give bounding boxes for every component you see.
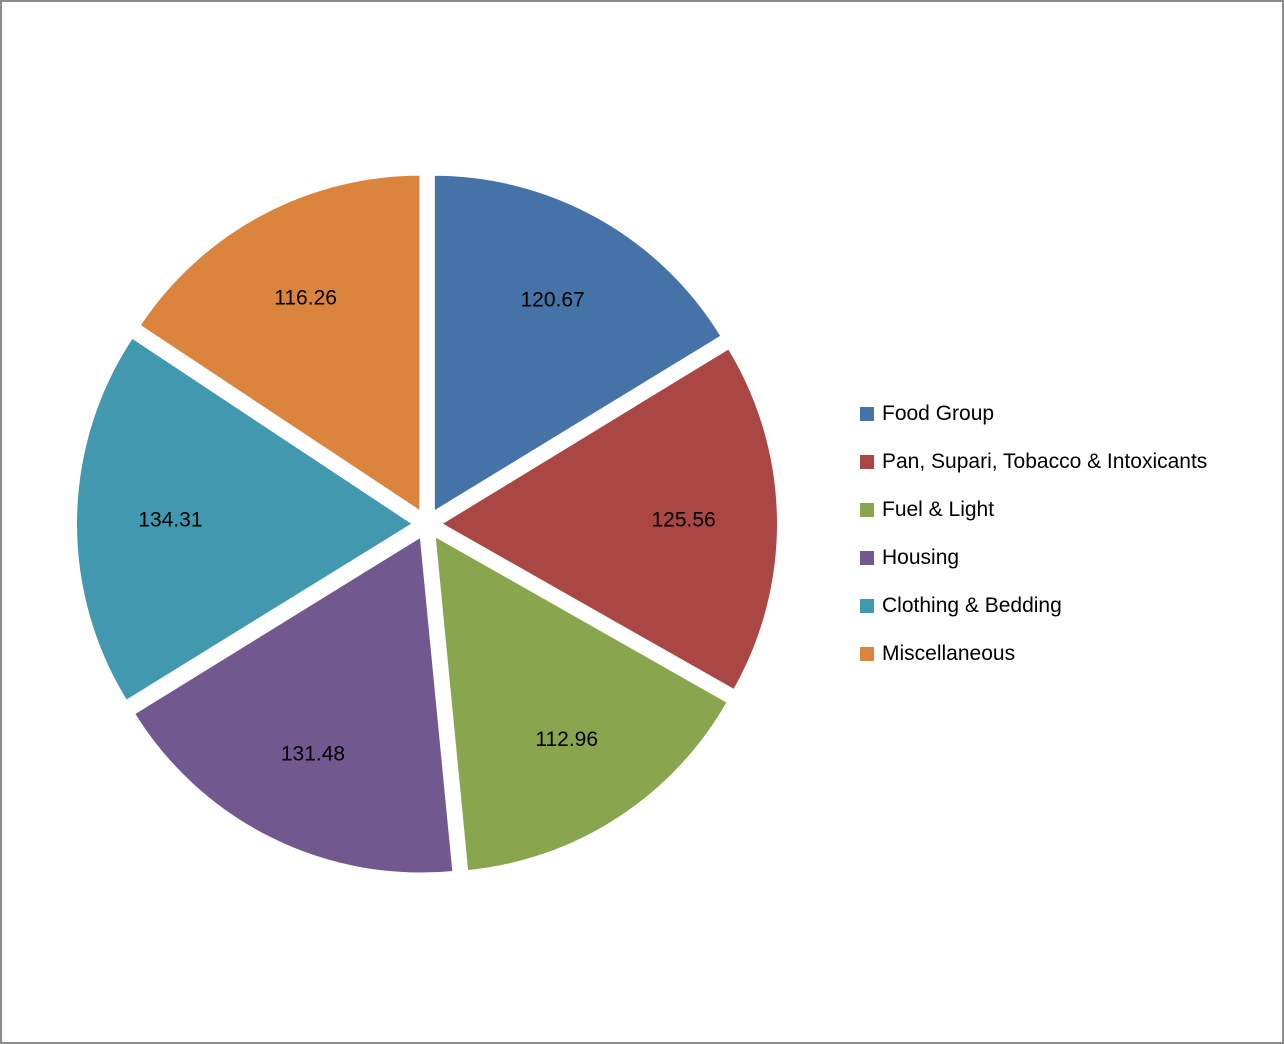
- legend-label: Food Group: [882, 402, 995, 425]
- pie-slice-3: [433, 533, 730, 873]
- legend-item: Miscellaneous: [860, 630, 1207, 678]
- pie-slice-2: [439, 346, 779, 692]
- pie-slice-6: [138, 173, 422, 514]
- legend-item: Clothing & Bedding: [860, 582, 1207, 630]
- data-label-5: 134.31: [138, 508, 202, 531]
- legend-item: Food Group: [860, 390, 1207, 438]
- pie-slice-4: [132, 534, 455, 875]
- data-label-1: 120.67: [520, 289, 584, 312]
- legend-swatch-icon: [860, 647, 874, 661]
- legend: Food Group Pan, Supari, Tobacco & Intoxic…: [860, 390, 1207, 678]
- data-label-2: 125.56: [651, 508, 715, 531]
- legend-label: Housing: [882, 546, 960, 569]
- data-label-6: 116.26: [274, 286, 337, 309]
- legend-swatch-icon: [860, 599, 874, 613]
- legend-item: Fuel & Light: [860, 486, 1207, 534]
- legend-swatch-icon: [860, 455, 874, 469]
- legend-swatch-icon: [860, 503, 874, 517]
- legend-label: Clothing & Bedding: [882, 594, 1062, 617]
- legend-label: Fuel & Light: [882, 498, 995, 521]
- pie-slice-5: [75, 336, 415, 703]
- legend-label: Miscellaneous: [882, 642, 1016, 665]
- data-label-3: 112.96: [535, 728, 598, 751]
- legend-swatch-icon: [860, 551, 874, 565]
- pie-slice-1: [432, 173, 723, 514]
- legend-item: Pan, Supari, Tobacco & Intoxicants: [860, 438, 1207, 486]
- data-label-4: 131.48: [281, 742, 345, 765]
- legend-swatch-icon: [860, 407, 874, 421]
- legend-label: Pan, Supari, Tobacco & Intoxicants: [882, 450, 1208, 473]
- legend-item: Housing: [860, 534, 1207, 582]
